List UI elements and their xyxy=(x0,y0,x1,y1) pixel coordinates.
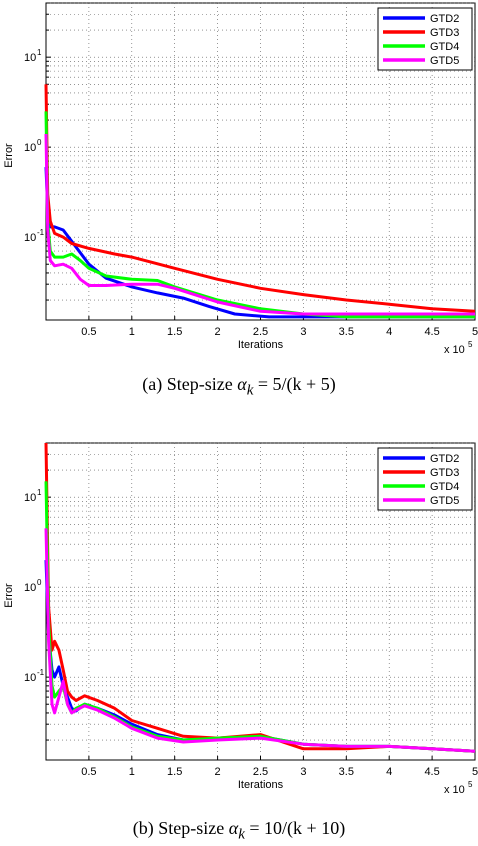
chart-a-xtick-label-5: 3 xyxy=(300,326,306,338)
chart-a-x-multiplier: x 10 xyxy=(444,344,465,356)
chart-b-legend-label-gtd3: GTD3 xyxy=(430,467,459,479)
chart-b-xlabel: Iterations xyxy=(238,779,284,791)
chart-a-ytick-exp-2: 1 xyxy=(37,48,42,57)
chart-a-xtick-label-0: 0.5 xyxy=(81,326,96,338)
chart-a-xlabel: Iterations xyxy=(238,339,284,351)
chart-a-series-gtd4 xyxy=(44,111,475,319)
chart-b-xtick-label-3: 2 xyxy=(215,766,221,778)
chart-a-ytick-exp-1: 0 xyxy=(37,138,42,147)
chart-a-xtick-label-7: 4 xyxy=(386,326,392,338)
caption-b-alpha: α xyxy=(228,818,239,838)
chart-b-xtick-label-2: 1.5 xyxy=(167,766,182,778)
chart-a-x-multiplier-exp: 5 xyxy=(468,340,473,349)
chart-a-xtick-label-4: 2.5 xyxy=(253,326,268,338)
chart-b-ylabel: Error xyxy=(3,583,15,608)
caption-a: (a) Step-size αk = 5/(k + 5) xyxy=(0,374,478,400)
caption-a-alpha: α xyxy=(237,374,247,394)
chart-b-ytick-label-1: 10 xyxy=(24,582,36,594)
chart-a-legend-label-gtd2: GTD2 xyxy=(430,13,459,25)
chart-b-series-gtd5 xyxy=(44,528,476,753)
chart-b-legend-label-gtd5: GTD5 xyxy=(430,495,459,507)
chart-b-series-gtd3 xyxy=(44,442,476,753)
chart-b-legend-label-gtd2: GTD2 xyxy=(430,453,459,465)
chart-b-xtick-label-0: 0.5 xyxy=(81,766,96,778)
chart-b-xtick-label-6: 3.5 xyxy=(339,766,354,778)
chart-a-xtick-label-9: 5 xyxy=(472,326,478,338)
chart-b-ytick-exp-1: 0 xyxy=(37,578,42,587)
caption-a-prefix: (a) Step-size xyxy=(142,374,238,394)
chart-a-ylabel: Error xyxy=(3,143,15,168)
chart-b-xtick-label-9: 5 xyxy=(472,766,478,778)
chart-a-ytick-exp-0: -1 xyxy=(37,228,45,237)
chart-a-ytick-label-2: 10 xyxy=(24,52,36,64)
chart-b-xtick-label-7: 4 xyxy=(386,766,392,778)
caption-a-rest: = 5/(k + 5) xyxy=(253,374,336,394)
chart-a-series-gtd3 xyxy=(44,84,476,313)
chart-b-legend-label-gtd4: GTD4 xyxy=(430,481,459,493)
chart-b-ytick-exp-0: -1 xyxy=(37,668,45,677)
chart-a-ytick-label-0: 10 xyxy=(24,232,36,244)
chart-a: 0.5 1 1.5 2 2.5 3 3.5 4 4.5 5 10 -1 10 0 10 1 Iterations… xyxy=(0,0,478,360)
chart-b-xtick-label-5: 3 xyxy=(300,766,306,778)
chart-a-ytick-label-1: 10 xyxy=(24,142,36,154)
chart-b-xtick-label-1: 1 xyxy=(129,766,135,778)
chart-b-ytick-label-2: 10 xyxy=(24,492,36,504)
chart-a-xtick-label-8: 4.5 xyxy=(424,326,439,338)
chart-a-series-gtd5 xyxy=(44,133,475,316)
chart-b-ytick-label-0: 10 xyxy=(24,672,36,684)
chart-a-legend-label-gtd5: GTD5 xyxy=(430,55,459,67)
chart-a-legend-label-gtd4: GTD4 xyxy=(430,41,459,53)
caption-b-rest: = 10/(k + 10) xyxy=(244,818,346,838)
chart-a-xtick-label-3: 2 xyxy=(215,326,221,338)
chart-b-xtick-label-8: 4.5 xyxy=(424,766,439,778)
chart-a-xtick-label-2: 1.5 xyxy=(167,326,182,338)
chart-b-ytick-exp-2: 1 xyxy=(37,488,42,497)
chart-a-xtick-label-6: 3.5 xyxy=(339,326,354,338)
caption-a-sub: k xyxy=(246,382,254,399)
caption-b-prefix: (b) Step-size xyxy=(132,818,229,838)
chart-b-xtick-label-4: 2.5 xyxy=(253,766,268,778)
caption-b-sub: k xyxy=(238,826,245,843)
chart-b-x-multiplier-exp: 5 xyxy=(468,780,473,789)
chart-a-legend-label-gtd3: GTD3 xyxy=(430,27,459,39)
chart-b: 0.5 1 1.5 2 2.5 3 3.5 4 4.5 5 10 -1 10 0 10 1 Iterations… xyxy=(0,440,478,800)
chart-a-xtick-label-1: 1 xyxy=(129,326,135,338)
caption-b: (b) Step-size αk = 10/(k + 10) xyxy=(0,818,478,844)
chart-b-x-multiplier: x 10 xyxy=(444,784,465,796)
